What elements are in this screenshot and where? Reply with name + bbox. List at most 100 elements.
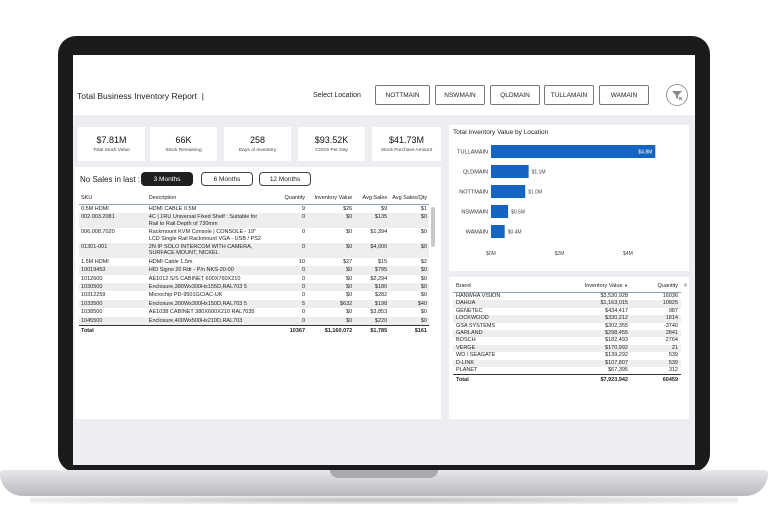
table-row[interactable]: 10019453 HID Signo 20 Rdr - P/n NKS-20-00… [79,266,429,275]
table-row[interactable]: D-LINK $107,807 539 [453,359,681,368]
kpi-label: Total Stock Value [93,148,130,153]
chart-title: Total Inventory Value by Location [453,129,549,136]
kpi-label: Stock Purchase Amount [380,148,433,153]
period-button-12-months[interactable]: 12 Months [259,172,311,186]
table-row[interactable]: GENETEC $434,417 987 [453,308,681,315]
table-row[interactable]: 01301-001 2N IP SOLO INTERCOM WITH CAMERA… [79,243,429,258]
table-row[interactable]: VERGE $170,992 21 [453,344,681,353]
col-inventory-value[interactable]: Inventory Value [307,193,355,205]
data-label: $1.0M [528,190,542,196]
sku-table-scrollbar[interactable] [431,207,435,247]
brand-quantity-cell: -3740 [663,322,678,329]
table-row[interactable]: 1.5M HDMI HDMI Cable 1.5m 10 $27 $15 $2 [79,258,429,266]
quantity-cell: 0 [267,316,308,326]
inventory-value-cell: $0 [307,266,355,275]
table-row[interactable]: BOSCH $182,493 2764 [453,337,681,344]
inventory-value-cell: $0 [307,243,355,258]
description-cell: Enclosure,300Wx300Hx150D,RAL703 5 [146,299,268,309]
table-row[interactable]: GARLAND $298,455 2841 [453,330,681,338]
total-quantity: 10367 [267,325,308,336]
location-button-nswmain[interactable]: NSWMAIN [435,85,485,105]
brand-panel: Brand Inventory Value ▼ Quantity HANWHA … [449,277,689,419]
table-row[interactable]: 1030500 Enclosure,380Wx300Hx155D,RAL703 5… [79,283,429,292]
table-row[interactable]: 1033500 Enclosure,300Wx300Hx150D,RAL703 5… [79,299,429,309]
quantity-cell: 0 [267,213,308,229]
total-label: Total [79,325,147,336]
avg-sales-cell: $9 [381,206,388,212]
bar-nottmain[interactable] [491,185,526,198]
description-cell: 2N IP SOLO INTERCOM WITH CAMERA, SURFACE… [146,243,268,258]
location-button-tullamain[interactable]: TULLAMAIN [544,85,594,105]
location-button-qldmain[interactable]: QLDMAIN [490,85,540,105]
table-row[interactable]: 0.5M HDMI HDMI CABLE 0.5M 9 $26 $9 $1 [79,205,429,214]
period-button-6-months[interactable]: 6 Months [201,172,253,186]
brand-inventory-value-cell: $1,163,015 [563,300,631,308]
brand-cell: GENETEC [456,307,483,314]
table-row[interactable]: 002.003.2081 4C | 1RU Universal Fixed She… [79,213,429,229]
brand-quantity-cell: 987 [668,307,678,314]
col-description[interactable]: Description [146,193,268,205]
category-label: WAMAIN [466,230,488,236]
col-avg-sales-qty[interactable]: Avg Sales/Qty [389,193,429,205]
avg-sales-cell: $4,000 [354,243,390,258]
table-row[interactable]: 10312259 Microchip PD-9501GC/AC-UK 0 $0 $282… [79,291,429,299]
table-row[interactable]: 1045500 Enclosure,400Wx500Hx210D,RAL703 0 $… [79,316,429,326]
inventory-value-cell: $26 [343,206,353,212]
avg-sales-qty-cell: $0 [389,213,429,229]
table-row[interactable]: DAHUA $1,163,015 10825 [453,300,681,308]
table-row[interactable]: GSA SYSTEMS $302,355 -3740 [453,323,681,330]
brand-inventory-value-cell: $107,807 [563,359,631,368]
inventory-value-cell: $0 [307,316,355,326]
brand-cell: VERGE [453,344,563,353]
sku-table: SKU Description Quantity Inventory Value… [79,193,429,336]
laptop-notch [330,470,438,478]
brand-inventory-value-cell: $139,292 [605,352,628,359]
kpi-label: COGS Per Day [315,148,348,153]
bar-tullamain[interactable] [491,145,656,158]
quantity-cell: 0 [301,292,306,299]
bar-qldmain[interactable] [491,165,529,178]
table-row[interactable]: HANWHA VISION $3,530,928 16036 [453,293,681,301]
table-row[interactable]: 1012600 AE1012 S/S CABINET 600X760X210 0 $0… [79,275,429,283]
sku-cell: 006.008.7020 [81,229,115,236]
bar-wamain[interactable] [491,225,505,238]
col-avg-sales[interactable]: Avg Sales [354,193,390,205]
table-row[interactable]: 1038500 AE1038 CABINET 380X600X210 RAL703… [79,308,429,316]
col-sku[interactable]: SKU [79,193,147,205]
table-row[interactable]: WD / SEAGATE $139,292 539 [453,352,681,359]
col-brand-quantity[interactable]: Quantity [631,281,681,293]
brand-table-scrollbar[interactable] [684,283,687,287]
brand-inventory-value-cell: $330,212 [563,315,631,323]
location-button-wamain[interactable]: WAMAIN [599,85,649,105]
total-avg-sales-qty: $161 [389,325,429,336]
brand-table: Brand Inventory Value ▼ Quantity HANWHA … [453,281,681,385]
description-cell: Microchip PD-9501GC/AC-UK [148,292,223,299]
category-label: NSWMAIN [461,210,488,216]
total-label: Total [453,374,563,385]
description-cell: Rackmount KVM Console | CONSOLE - 19" LC… [148,229,261,242]
table-row[interactable]: PLANET $67,395 312 [453,367,681,375]
table-row[interactable]: LOCKWOOD $330,212 1814 [453,315,681,323]
avg-sales-cell: $198 [354,299,390,309]
data-label: $0.4M [508,230,522,236]
avg-sales-cell: $282 [374,292,388,299]
avg-sales-qty-cell: $40 [389,299,429,309]
clear-filter-button[interactable] [666,84,688,106]
brand-inventory-value-cell: $434,417 [605,307,628,314]
table-row[interactable]: 006.008.7020 Rackmount KVM Console | CONS… [79,228,429,243]
col-brand[interactable]: Brand [453,281,563,293]
bar-nswmain[interactable] [491,205,509,218]
period-button-3-months[interactable]: 3 Months [141,172,193,186]
col-quantity[interactable]: Quantity [267,193,308,205]
total-avg-sales: $1,785 [354,325,390,336]
brand-quantity-cell: 21 [631,344,681,353]
location-button-nottmain[interactable]: NOTTMAIN [375,85,430,105]
no-sales-panel: No Sales in last : 3 Months 6 Months 12 … [75,167,441,419]
col-brand-inventory-value[interactable]: Inventory Value ▼ [563,281,631,293]
brand-quantity-cell: 539 [668,352,678,359]
x-tick-label: $2M [555,251,565,257]
kpi-total-stock-value: $7.81M Total Stock Value [78,127,145,161]
sku-cell: 01301-001 [79,243,147,258]
sku-cell: 10019453 [79,266,147,275]
